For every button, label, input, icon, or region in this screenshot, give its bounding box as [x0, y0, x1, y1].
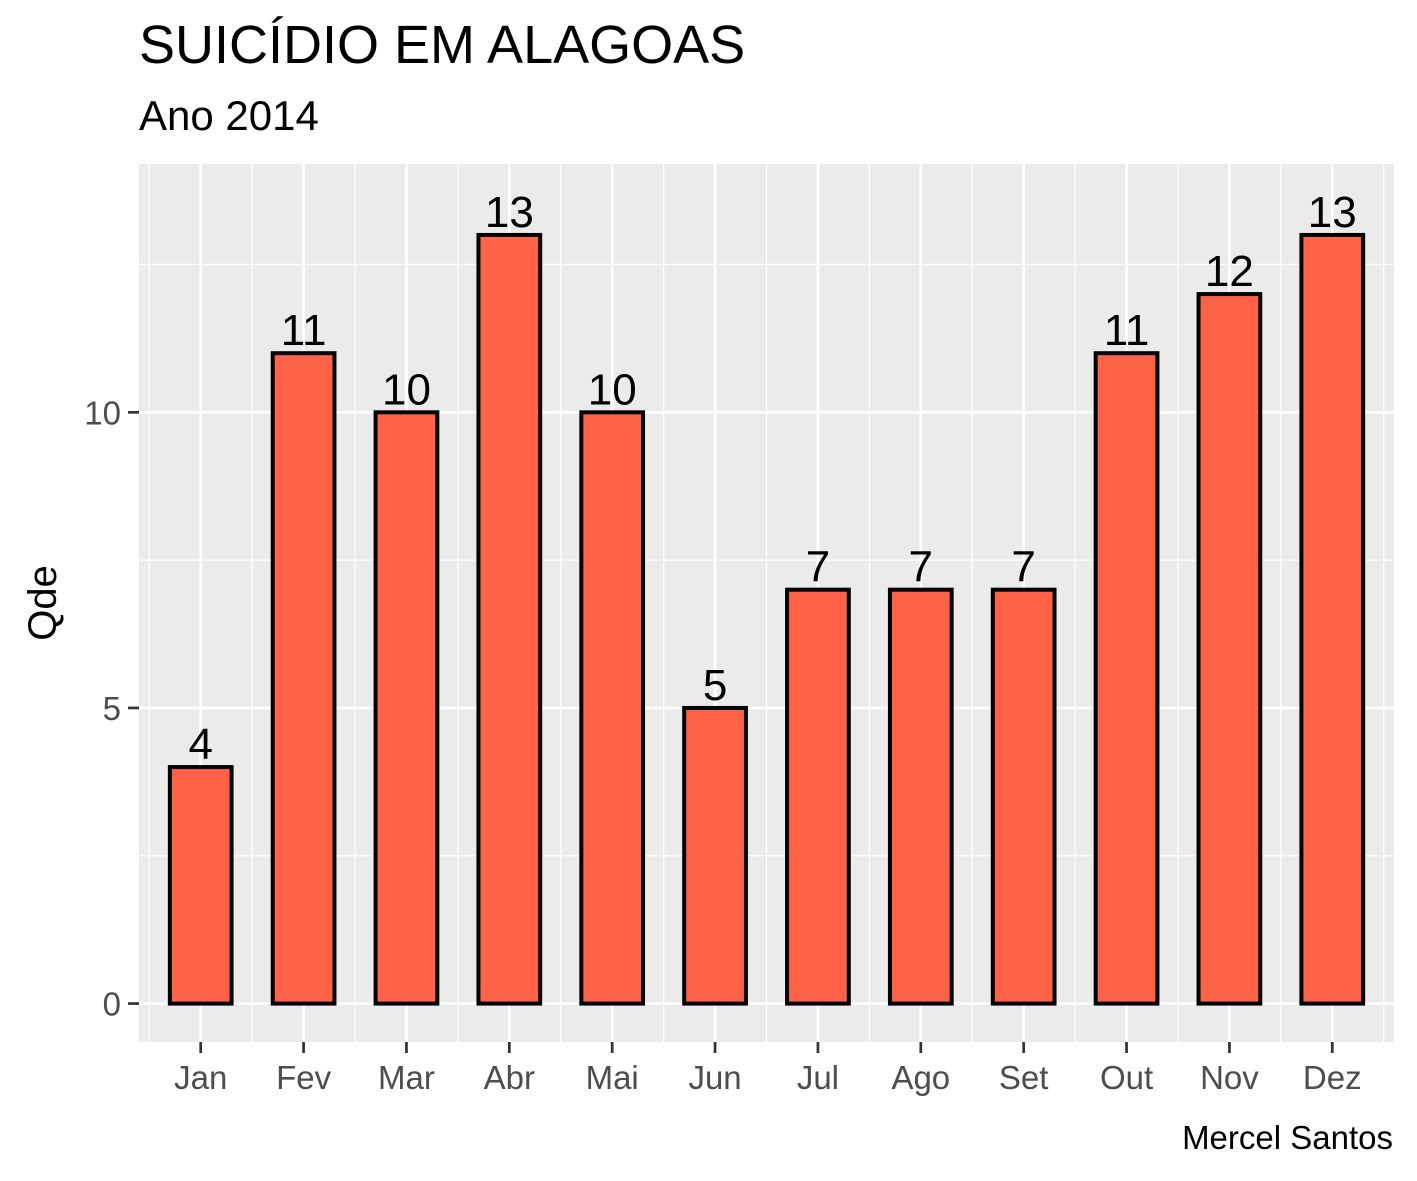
data-label-nov: 12	[1205, 247, 1254, 296]
y-tick-label: 0	[103, 986, 121, 1023]
y-tick-label: 10	[84, 394, 121, 431]
bar-jun	[682, 705, 748, 1006]
x-tick-label-out: Out	[1100, 1059, 1153, 1096]
x-tick-label-jan: Jan	[174, 1059, 227, 1096]
x-tick-label-dez: Dez	[1303, 1059, 1362, 1096]
bar-abr	[476, 232, 543, 1006]
chart-caption: Mercel Santos	[1182, 1119, 1393, 1156]
data-label-fev: 11	[281, 306, 327, 355]
bar-ago	[887, 587, 954, 1006]
x-tick-label-abr: Abr	[484, 1059, 535, 1096]
bars	[167, 232, 1366, 1006]
data-label-jul: 7	[806, 543, 830, 592]
minor-gridlines	[139, 164, 1394, 1042]
y-tick-label: 5	[103, 690, 121, 727]
data-label-mai: 10	[588, 365, 637, 414]
x-tick-label-fev: Fev	[276, 1059, 332, 1096]
data-label-mar: 10	[382, 365, 431, 414]
x-axis: Jan Fev Mar Abr Mai Jun Jul Ago Set Out Nov Dez	[174, 1042, 1362, 1096]
x-tick-label-ago: Ago	[891, 1059, 950, 1096]
bar-jul	[785, 587, 851, 1006]
data-label-jan: 4	[188, 720, 212, 769]
data-label-jun: 5	[703, 661, 727, 710]
x-tick-label-jul: Jul	[797, 1059, 839, 1096]
chart-subtitle: Ano 2014	[139, 92, 319, 139]
bar-set	[990, 587, 1057, 1006]
x-tick-label-mar: Mar	[378, 1059, 435, 1096]
bar-mar	[373, 410, 440, 1006]
bar-jan	[167, 765, 234, 1006]
data-label-out: 11	[1104, 306, 1150, 355]
bar-fev	[270, 351, 337, 1006]
data-label-abr: 13	[485, 188, 534, 237]
bar-dez	[1299, 232, 1366, 1006]
bar-nov	[1196, 292, 1263, 1006]
x-tick-label-mai: Mai	[586, 1059, 639, 1096]
data-label-dez: 13	[1308, 188, 1357, 237]
data-label-ago: 7	[909, 543, 933, 592]
x-tick-label-set: Set	[999, 1059, 1049, 1096]
y-axis-label: Qde	[21, 565, 65, 641]
data-labels: 4 11 10 13 10 5 7 7 7 11 12 13	[188, 188, 1356, 769]
bar-mai	[579, 410, 646, 1006]
data-label-set: 7	[1011, 543, 1035, 592]
y-axis: 0 5 10	[84, 394, 139, 1023]
x-tick-label-nov: Nov	[1200, 1059, 1259, 1096]
bar-out	[1093, 351, 1160, 1006]
x-tick-label-jun: Jun	[688, 1059, 741, 1096]
chart-title: SUICÍDIO EM ALAGOAS	[139, 15, 745, 75]
